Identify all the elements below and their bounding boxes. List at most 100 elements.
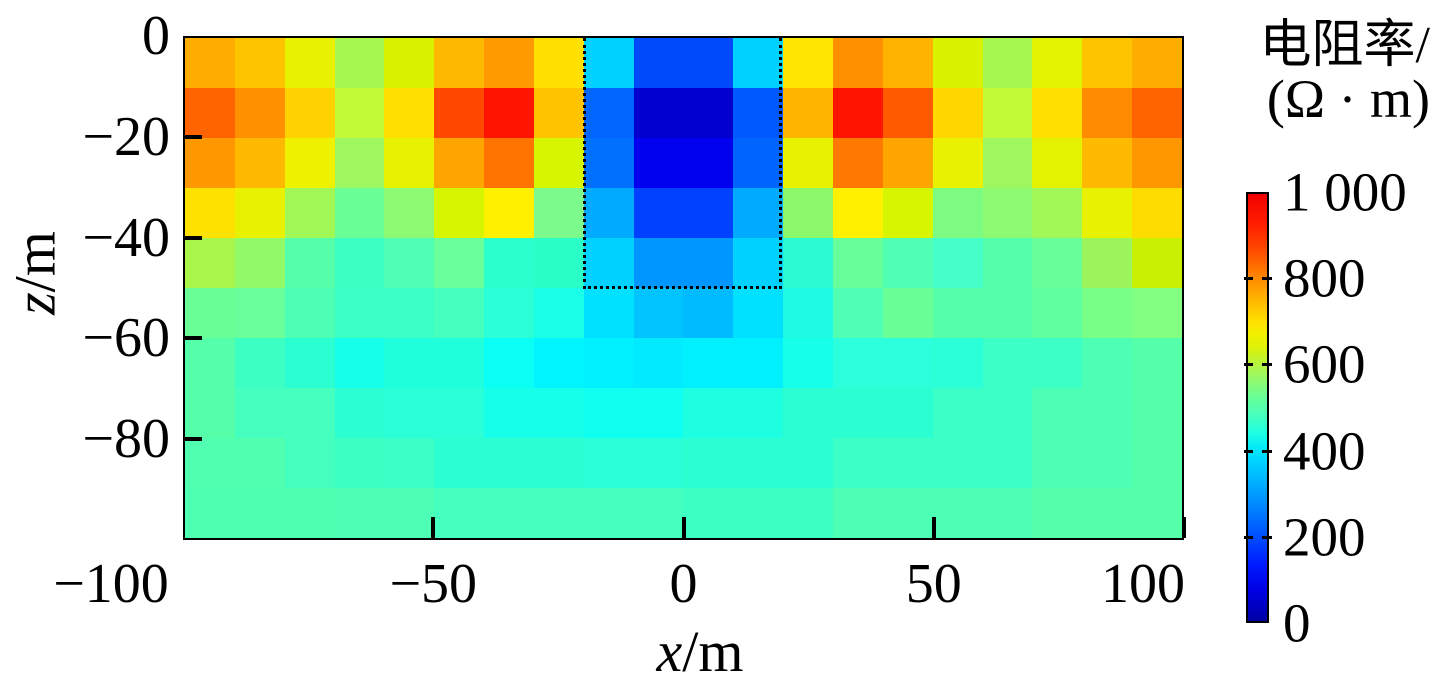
heatmap-cell	[982, 438, 1033, 488]
heatmap-cell	[533, 188, 584, 238]
heatmap-cell	[284, 488, 335, 538]
heatmap-cell	[633, 238, 684, 288]
heatmap-cell	[633, 288, 684, 338]
heatmap-cell	[1082, 188, 1133, 238]
heatmap-cell	[1132, 288, 1182, 338]
heatmap-cell	[234, 388, 285, 438]
heatmap-cell	[833, 188, 883, 238]
x-axis-tick	[931, 517, 936, 538]
colorbar-tick-label: 800	[1283, 247, 1366, 309]
heatmap-cell	[334, 138, 385, 188]
heatmap-cell	[932, 488, 983, 538]
heatmap-cell	[982, 488, 1033, 538]
plot-area	[183, 36, 1186, 540]
heatmap-cell	[533, 338, 584, 388]
heatmap-cell	[334, 88, 385, 138]
heatmap-cell	[434, 338, 485, 388]
heatmap-cell	[234, 288, 285, 338]
heatmap-cell	[833, 38, 883, 88]
heatmap-cell	[1032, 438, 1083, 488]
heatmap-cell	[185, 488, 235, 538]
heatmap-cell	[783, 388, 834, 438]
heatmap-cell	[932, 388, 983, 438]
heatmap-cell	[185, 238, 235, 288]
heatmap-cell	[1132, 88, 1182, 138]
heatmap-cell	[882, 88, 933, 138]
heatmap-cell	[234, 138, 285, 188]
heatmap-cell	[234, 38, 285, 88]
heatmap-cell	[334, 188, 385, 238]
heatmap-cell	[932, 188, 983, 238]
heatmap-cell	[434, 188, 485, 238]
heatmap-cell	[932, 38, 983, 88]
anomaly-outline-box	[583, 38, 782, 289]
heatmap-cell	[484, 288, 534, 338]
colorbar-tick	[1262, 449, 1272, 453]
heatmap-cell	[833, 238, 883, 288]
x-axis-tick	[681, 517, 686, 538]
heatmap-cell	[434, 38, 485, 88]
heatmap-cell	[833, 488, 883, 538]
heatmap-cell	[882, 388, 933, 438]
heatmap-cell	[683, 338, 734, 388]
heatmap-cell	[284, 338, 335, 388]
heatmap-cell	[1082, 238, 1133, 288]
heatmap-cell	[1132, 488, 1182, 538]
heatmap-cell	[1032, 238, 1083, 288]
x-axis-tick-label: −50	[389, 553, 478, 615]
heatmap-cell	[234, 338, 285, 388]
heatmap-cell	[683, 188, 734, 238]
z-axis-tick	[185, 235, 202, 240]
heatmap-cell	[733, 438, 784, 488]
heatmap-cell	[932, 238, 983, 288]
colorbar-tick	[1262, 277, 1272, 281]
heatmap-cell	[982, 88, 1033, 138]
colorbar-tick-label: 400	[1283, 420, 1366, 482]
heatmap-cell	[733, 338, 784, 388]
heatmap-cell	[434, 388, 485, 438]
heatmap-cell	[185, 88, 235, 138]
heatmap-cell	[783, 288, 834, 338]
heatmap-cell	[733, 238, 784, 288]
heatmap-cell	[434, 138, 485, 188]
heatmap-cell	[733, 188, 784, 238]
colorbar-title: 电阻率/ (Ω · m)	[1150, 20, 1430, 127]
heatmap-cell	[284, 38, 335, 88]
heatmap-cell	[533, 488, 584, 538]
x-axis-tick-label: 0	[669, 553, 698, 615]
heatmap-cell	[1082, 438, 1133, 488]
heatmap-cell	[533, 38, 584, 88]
heatmap-cell	[185, 288, 235, 338]
heatmap-cell	[583, 288, 634, 338]
heatmap-cell	[1032, 138, 1083, 188]
x-axis-label: x/m	[657, 618, 744, 685]
heatmap-cell	[932, 88, 983, 138]
colorbar-tick-label: 1 000	[1283, 161, 1407, 223]
heatmap-cell	[284, 138, 335, 188]
heatmap-cell	[882, 338, 933, 388]
heatmap-cell	[484, 488, 534, 538]
heatmap-cell	[1082, 288, 1133, 338]
z-axis-tick-label: 0	[142, 5, 170, 67]
heatmap-cell	[384, 188, 435, 238]
x-axis-variable: x	[656, 619, 683, 684]
heatmap-cell	[185, 338, 235, 388]
heatmap-cell	[683, 288, 734, 338]
heatmap-cell	[533, 438, 584, 488]
heatmap-cell	[434, 438, 485, 488]
heatmap-cell	[384, 138, 435, 188]
heatmap-cell	[783, 188, 834, 238]
colorbar-tick	[1244, 535, 1253, 539]
heatmap-cell	[683, 88, 734, 138]
heatmap-cell	[1032, 288, 1083, 338]
heatmap-cell	[583, 138, 634, 188]
z-axis-tick-label: −60	[82, 307, 170, 370]
colorbar-tick-label: 0	[1283, 592, 1311, 654]
heatmap-cell	[882, 288, 933, 338]
z-axis-tick-label: −80	[82, 408, 170, 471]
heatmap-cell	[833, 388, 883, 438]
heatmap-cell	[334, 38, 385, 88]
heatmap-cell	[185, 438, 235, 488]
heatmap-cell	[982, 138, 1033, 188]
heatmap-cell	[932, 288, 983, 338]
